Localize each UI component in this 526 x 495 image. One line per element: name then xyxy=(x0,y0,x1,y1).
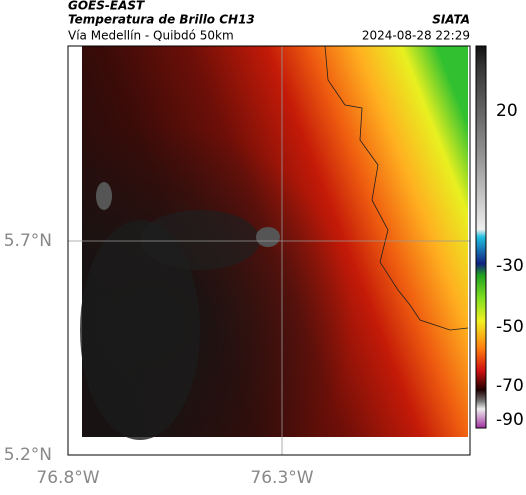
colorbar-tick: -70 xyxy=(496,376,524,396)
map-area xyxy=(67,45,471,456)
colorbar-tick: 20 xyxy=(496,101,518,121)
y-label: 5.2°N xyxy=(4,445,52,465)
colorbar-tick: -50 xyxy=(496,317,524,337)
colorbar: 20 -30 -50 -70 -90 xyxy=(475,45,524,430)
satellite-title: GOES-EAST xyxy=(68,0,145,13)
x-label: 76.3°W xyxy=(250,468,313,488)
colorbar-tick: -30 xyxy=(496,256,524,276)
colorbar-tick: -90 xyxy=(496,410,524,430)
source: SIATA xyxy=(432,13,470,27)
y-label: 5.7°N xyxy=(4,231,52,251)
route: Vía Medellín - Quibdó 50km xyxy=(68,29,234,43)
product-title: Temperatura de Brillo CH13 xyxy=(68,13,255,27)
x-label: 76.8°W xyxy=(36,468,99,488)
datetime: 2024-08-28 22:29 xyxy=(362,29,470,43)
